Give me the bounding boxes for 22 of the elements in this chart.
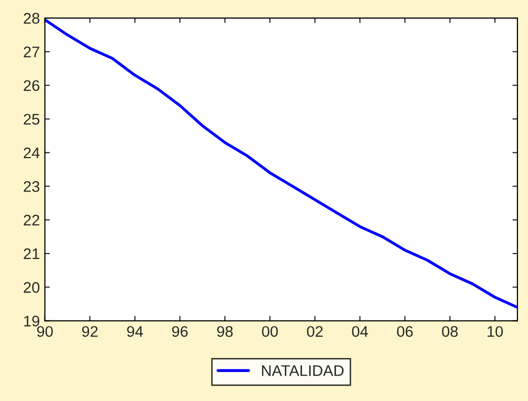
x-tick-label: 08 [442, 326, 458, 337]
x-tick-label: 96 [172, 326, 188, 337]
y-tick-label: 26 [24, 80, 40, 92]
x-tick-label: 98 [217, 326, 233, 337]
y-tick-label: 23 [24, 181, 40, 192]
y-tick-label: 22 [24, 214, 40, 226]
y-tick-label: 25 [24, 114, 40, 125]
x-tick-label: 10 [488, 326, 503, 337]
x-tick-label: 90 [37, 326, 53, 337]
y-tick-label: 20 [24, 282, 40, 293]
x-tick-label: 06 [397, 326, 413, 337]
legend-label: NATALIDAD [262, 365, 344, 376]
x-tick-label: 94 [127, 326, 143, 337]
x-tick-label: 92 [82, 326, 98, 337]
y-tick-label: 19 [24, 316, 40, 326]
x-tick-label: 02 [307, 326, 323, 337]
x-tick-label: 00 [262, 326, 278, 337]
y-tick-label: 27 [24, 46, 40, 58]
y-tick-label: 21 [24, 248, 40, 260]
y-tick-label: 24 [24, 147, 40, 158]
y-tick-label: 28 [24, 12, 40, 24]
x-tick-label: 04 [352, 326, 368, 337]
